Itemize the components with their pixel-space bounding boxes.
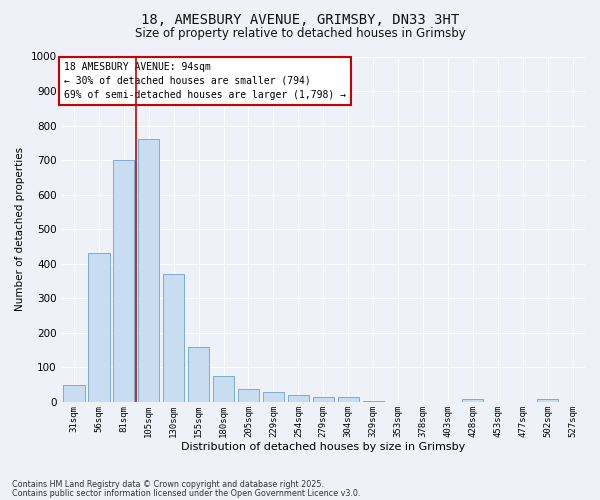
Y-axis label: Number of detached properties: Number of detached properties (15, 147, 25, 312)
Bar (163, 274, 184, 402)
X-axis label: Distribution of detached houses by size in Grimsby: Distribution of detached houses by size … (181, 442, 466, 452)
Bar (238, 389, 259, 402)
Text: Contains HM Land Registry data © Crown copyright and database right 2025.: Contains HM Land Registry data © Crown c… (12, 480, 324, 489)
Bar (313, 396, 334, 402)
Bar (64, 384, 85, 402)
Text: Size of property relative to detached houses in Grimsby: Size of property relative to detached ho… (134, 28, 466, 40)
Bar (188, 348, 209, 402)
Text: 18 AMESBURY AVENUE: 94sqm
← 30% of detached houses are smaller (794)
69% of semi: 18 AMESBURY AVENUE: 94sqm ← 30% of detac… (64, 62, 346, 100)
Bar (537, 399, 558, 402)
Bar (338, 396, 359, 402)
Bar (213, 376, 234, 402)
Bar (113, 160, 134, 402)
Bar (362, 401, 384, 402)
Bar (263, 392, 284, 402)
Bar (88, 254, 110, 402)
Text: Contains public sector information licensed under the Open Government Licence v3: Contains public sector information licen… (12, 488, 361, 498)
Bar (138, 140, 160, 402)
Text: 18, AMESBURY AVENUE, GRIMSBY, DN33 3HT: 18, AMESBURY AVENUE, GRIMSBY, DN33 3HT (141, 12, 459, 26)
Bar (462, 399, 484, 402)
Bar (288, 395, 309, 402)
